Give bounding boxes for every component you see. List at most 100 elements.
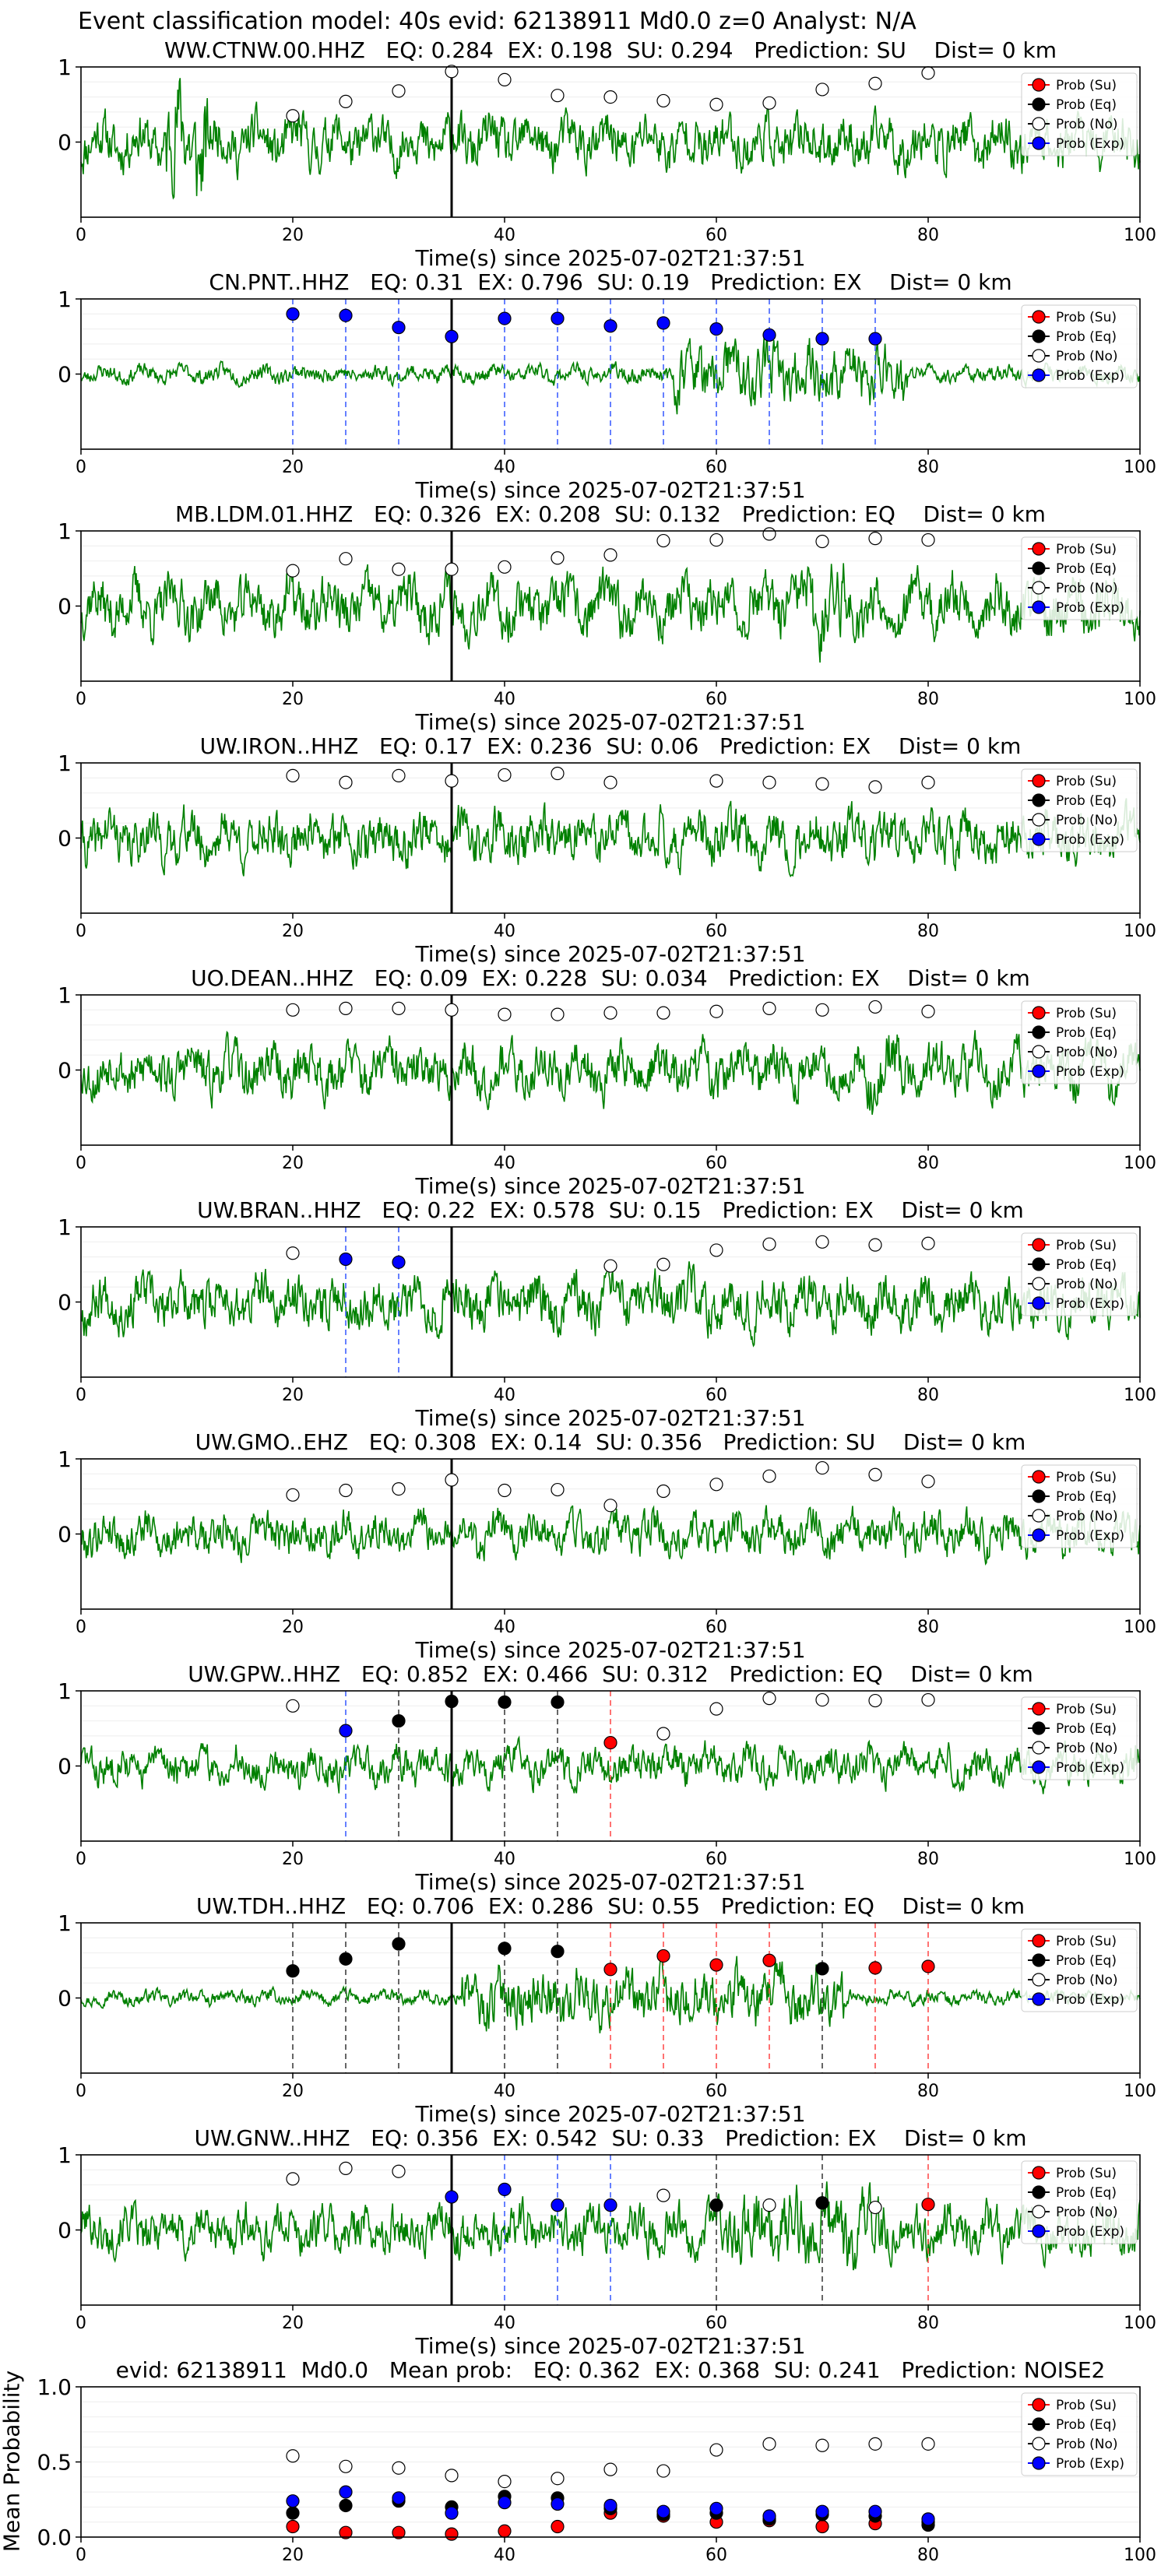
probability-marker-no (603, 775, 617, 789)
x-tick-label: 20 (282, 226, 304, 245)
legend-label-su: Prob (Su) (1056, 1702, 1117, 1717)
mean-marker-exp (868, 2504, 882, 2518)
x-tick-label: 80 (917, 1618, 939, 1637)
legend-marker-su (1032, 2398, 1046, 2412)
legend-label-su: Prob (Su) (1056, 1934, 1117, 1949)
probability-marker-eq (392, 1713, 406, 1728)
probability-marker-no (709, 1478, 723, 1492)
probability-marker-no (868, 1467, 882, 1481)
legend-label-eq: Prob (Eq) (1056, 561, 1117, 577)
probability-marker-no (656, 93, 670, 108)
waveform-plot: 1 0 Prob (Su) Prob (Eq) Prob (No) Prob (Exp) 0… (58, 2142, 1156, 2333)
mean-marker-exp (709, 2501, 723, 2515)
probability-marker-su (709, 1958, 723, 1972)
probability-marker-no (286, 1488, 300, 1502)
axes-frame (80, 1458, 1141, 1610)
y-tick-label: 0 (58, 2218, 72, 2244)
mean-marker-no (603, 2462, 617, 2476)
x-tick-label: 100 (1124, 1850, 1156, 1869)
legend-marker-no (1032, 1509, 1046, 1523)
mean-marker-exp (339, 2485, 353, 2499)
probability-marker-exp (392, 321, 406, 335)
legend: Prob (Su) Prob (Eq) Prob (No) Prob (Exp) (1021, 1232, 1138, 1316)
probability-marker-no (498, 1007, 512, 1021)
x-tick-label: 0 (76, 1850, 86, 1869)
x-tick-label: 40 (494, 922, 515, 941)
waveform-trace (80, 563, 1141, 663)
mean-marker-exp (445, 2506, 459, 2520)
probability-marker-no (603, 548, 617, 562)
probability-marker-exp (339, 308, 353, 322)
probability-marker-no (921, 1474, 935, 1488)
probability-marker-exp (603, 2198, 617, 2212)
mean-marker-no (286, 2449, 300, 2463)
legend-label-eq: Prob (Eq) (1056, 1721, 1117, 1737)
y-tick-label: 1 (58, 518, 72, 544)
legend-marker-eq (1032, 2417, 1046, 2431)
waveform-plot: 1 0 Prob (Su) Prob (Eq) Prob (No) Prob (Exp) 0… (58, 54, 1156, 245)
mean-marker-su (551, 2519, 565, 2534)
probability-marker-no (603, 1006, 617, 1020)
x-axis-label: Time(s) since 2025-07-02T21:37:51 (415, 245, 806, 271)
legend-label-su: Prob (Su) (1056, 1238, 1117, 1253)
station-panel-title: UW.GMO..EHZ EQ: 0.308 EX: 0.14 SU: 0.356… (195, 1429, 1026, 1455)
mean-marker-exp (392, 2491, 406, 2505)
legend-label-exp: Prob (Exp) (1056, 2456, 1124, 2472)
mean-marker-no (392, 2461, 406, 2475)
x-tick-label: 80 (917, 922, 939, 941)
probability-marker-no (709, 532, 723, 547)
legend-marker-exp (1032, 2224, 1046, 2238)
x-tick-label: 60 (705, 226, 727, 245)
legend-marker-eq (1032, 1025, 1046, 1039)
probability-marker-no (445, 562, 459, 576)
x-tick-label: 40 (494, 1154, 515, 1173)
waveform-trace (80, 78, 1141, 200)
waveform-plot: 1 0 Prob (Su) Prob (Eq) Prob (No) Prob (Exp) 0… (58, 750, 1156, 941)
legend-label-exp: Prob (Exp) (1056, 368, 1124, 384)
x-tick-label: 40 (494, 1618, 515, 1637)
mean-marker-no (339, 2459, 353, 2473)
y-tick-label: 1 (58, 1910, 72, 1936)
legend-marker-eq (1032, 2185, 1046, 2199)
legend-marker-su (1032, 78, 1046, 92)
probability-marker-no (868, 780, 882, 794)
station-panel-title: MB.LDM.01.HHZ EQ: 0.326 EX: 0.208 SU: 0.… (175, 501, 1046, 527)
legend-marker-exp (1032, 368, 1046, 382)
x-tick-label: 80 (917, 2546, 939, 2565)
probability-marker-eq (815, 2196, 829, 2210)
x-tick-label: 40 (494, 2314, 515, 2333)
probability-marker-no (286, 1246, 300, 1260)
station-panel-title: UW.TDH..HHZ EQ: 0.706 EX: 0.286 SU: 0.55… (196, 1893, 1025, 1919)
x-tick-label: 40 (494, 458, 515, 477)
mean-marker-exp (656, 2504, 670, 2518)
legend-label-exp: Prob (Exp) (1056, 1528, 1124, 1544)
probability-marker-exp (392, 1255, 406, 1269)
x-tick-label: 60 (705, 922, 727, 941)
legend-marker-no (1032, 2437, 1046, 2451)
x-tick-label: 60 (705, 1618, 727, 1637)
probability-marker-no (551, 1482, 565, 1497)
probability-marker-no (392, 768, 406, 783)
legend-label-no: Prob (No) (1056, 813, 1118, 828)
x-tick-label: 40 (494, 2546, 515, 2565)
waveform-trace (80, 1261, 1141, 1348)
x-axis-label: Time(s) since 2025-07-02T21:37:51 (415, 941, 806, 967)
mean-marker-eq (339, 2498, 353, 2513)
x-tick-label: 60 (705, 2314, 727, 2333)
legend-marker-no (1032, 1973, 1046, 1987)
mean-marker-exp (498, 2496, 512, 2510)
mean-marker-no (445, 2469, 459, 2483)
waveform-plot: 1 0 Prob (Su) Prob (Eq) Prob (No) Prob (Exp) 0… (58, 982, 1156, 1173)
probability-marker-no (339, 2161, 353, 2175)
x-tick-label: 80 (917, 690, 939, 709)
mean-marker-su (445, 2527, 459, 2541)
legend-label-su: Prob (Su) (1056, 78, 1117, 93)
probability-marker-no (762, 96, 776, 110)
probability-marker-no (339, 552, 353, 566)
axes-frame (80, 2154, 1141, 2306)
probability-marker-no (762, 2198, 776, 2212)
x-tick-label: 0 (76, 922, 86, 941)
x-tick-label: 0 (76, 1154, 86, 1173)
probability-marker-no (286, 564, 300, 578)
